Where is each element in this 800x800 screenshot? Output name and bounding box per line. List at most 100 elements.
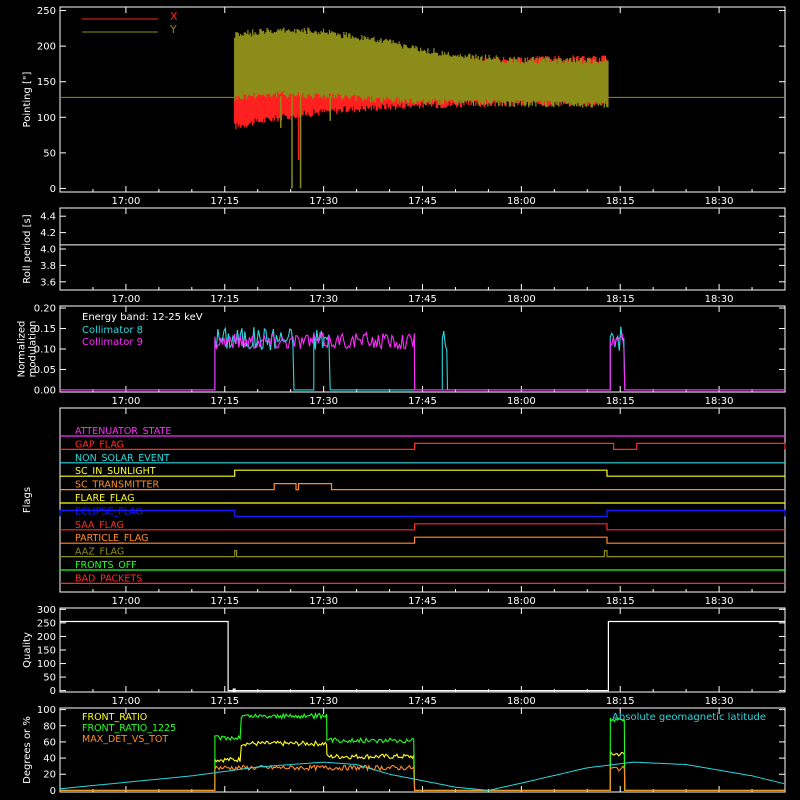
x-tick-label: 18:15 <box>606 294 635 305</box>
flag-trace-sc-transmitter <box>60 483 785 491</box>
flag-label-flare-flag: FLARE_FLAG <box>75 493 135 504</box>
y-tick-label: 0.20 <box>34 304 56 315</box>
modulation-series-0 <box>60 326 785 391</box>
x-tick-label: 18:00 <box>507 596 536 607</box>
x-tick-label: 17:30 <box>309 596 338 607</box>
flag-trace-sc-in-sunlight <box>60 469 785 477</box>
x-tick-label: 18:30 <box>705 696 734 707</box>
x-tick-label: 18:00 <box>507 396 536 407</box>
x-tick-label: 17:45 <box>408 696 437 707</box>
y-axis-label: Normalized <box>17 321 28 378</box>
x-tick-label: 17:15 <box>210 294 239 305</box>
flag-label-bad-packets: BAD_PACKETS <box>75 573 142 584</box>
x-tick-label: 17:30 <box>309 196 338 207</box>
flag-trace-eclipse-flag <box>59 509 786 517</box>
modulation-series-1 <box>60 331 785 391</box>
y-tick-label: 100 <box>37 659 56 670</box>
x-tick-label: 17:15 <box>210 196 239 207</box>
y-axis-label: Quality <box>22 632 33 668</box>
quality-line <box>60 620 785 692</box>
modulation-legend-label: Collimator 8 <box>82 325 143 336</box>
x-tick-label: 17:00 <box>111 196 140 207</box>
y-tick-label: 150 <box>37 646 56 657</box>
x-tick-label: 17:45 <box>408 596 437 607</box>
flag-label-attenuator-state: ATTENUATOR_STATE <box>75 426 171 437</box>
y-tick-label: 0.00 <box>34 385 56 396</box>
flag-label-saa-flag: SAA_FLAG <box>75 520 124 531</box>
flag-label-sc-transmitter: SC_TRANSMITTER <box>75 480 160 491</box>
y-tick-label: 0.15 <box>34 324 56 335</box>
y-tick-label: 200 <box>37 42 56 53</box>
y-tick-label: 250 <box>37 6 56 17</box>
x-tick-label: 18:30 <box>705 396 734 407</box>
flag-trace-particle-flag <box>60 536 785 544</box>
x-tick-label: 17:45 <box>408 294 437 305</box>
x-tick-label: 17:45 <box>408 196 437 207</box>
y-axis-label: Roll period [s] <box>22 214 33 283</box>
y-tick-label: 50 <box>43 148 56 159</box>
x-tick-label: 17:00 <box>111 696 140 707</box>
x-tick-label: 18:00 <box>507 294 536 305</box>
y-tick-label: 4.4 <box>40 212 56 223</box>
x-tick-label: 18:00 <box>507 196 536 207</box>
ratios-panel: 0 20 40 60 80 100 Degrees or % FRONT_RATIOFRONT… <box>22 705 786 797</box>
x-tick-label: 18:15 <box>606 396 635 407</box>
flag-trace-saa-flag <box>60 523 785 531</box>
x-tick-label: 17:00 <box>111 294 140 305</box>
flag-label-eclipse-flag: ECLIPSE_FLAG <box>75 506 143 517</box>
flag-label-non-solar-event: NON_SOLAR_EVENT <box>75 453 170 464</box>
y-tick-label: 4.0 <box>40 245 56 256</box>
flags-panel: 17:00 17:15 17:30 17:45 18:00 18:15 18:30 Flags… <box>22 407 786 607</box>
x-tick-label: 18:15 <box>606 596 635 607</box>
pointing-panel: 17:00 17:15 17:30 17:45 18:00 18:15 18:30 0 50 10… <box>22 6 786 207</box>
legend-label-y: Y <box>169 23 177 36</box>
x-tick-label: 17:00 <box>111 596 140 607</box>
legend-label-x: X <box>170 10 178 23</box>
flag-trace-gap-flag <box>60 442 786 450</box>
y-tick-label: 150 <box>37 77 56 88</box>
y-tick-label: 4.2 <box>40 228 56 239</box>
x-tick-label: 17:30 <box>309 396 338 407</box>
ratios-legend-label: FRONT_RATIO_1225 <box>82 723 176 734</box>
y-tick-label: 100 <box>37 113 56 124</box>
y-tick-label: 0 <box>50 686 56 697</box>
y-axis-label: Degrees or % <box>22 716 33 784</box>
geomagnetic-latitude-line <box>59 761 785 791</box>
y-axis-label: modulation <box>28 321 39 378</box>
y-tick-label: 20 <box>43 770 56 781</box>
x-tick-label: 18:30 <box>705 294 734 305</box>
x-tick-label: 18:30 <box>705 596 734 607</box>
y-axis-label: Pointing ["] <box>22 71 33 127</box>
flag-label-sc-in-sunlight: SC_IN_SUNLIGHT <box>75 466 156 477</box>
ratio-series-1 <box>60 711 785 791</box>
x-tick-label: 18:00 <box>507 696 536 707</box>
x-tick-label: 17:30 <box>309 696 338 707</box>
y-axis-label: Flags <box>22 487 33 513</box>
y-tick-label: 0.10 <box>34 345 56 356</box>
y-tick-label: 40 <box>43 754 56 765</box>
flag-label-particle-flag: PARTICLE_FLAG <box>75 533 148 544</box>
quality-panel: 17:00 17:15 17:30 17:45 18:00 18:15 18:30 0 50 10… <box>22 605 786 707</box>
geomagnetic-label: Absolute geomagnetic latitude <box>612 712 766 723</box>
flag-label-fronts-off: FRONTS_OFF <box>75 560 137 571</box>
y-tick-label: 50 <box>43 673 56 684</box>
ratios-legend-label: MAX_DET_VS_TOT <box>82 734 168 745</box>
flag-label-aaz-flag: AAZ_FLAG <box>75 547 124 558</box>
y-tick-label: 60 <box>43 737 56 748</box>
ratio-series-2 <box>60 764 785 791</box>
x-tick-label: 17:15 <box>210 596 239 607</box>
y-tick-label: 0.05 <box>34 365 56 376</box>
y-tick-label: 80 <box>43 721 56 732</box>
energy-band-label: Energy band: 12-25 keV <box>82 312 203 323</box>
x-tick-label: 17:45 <box>408 396 437 407</box>
x-tick-label: 18:15 <box>606 696 635 707</box>
y-tick-label: 250 <box>37 618 56 629</box>
quality-panel-frame <box>59 607 786 693</box>
x-tick-label: 17:00 <box>111 396 140 407</box>
ratio-series-0 <box>60 739 785 791</box>
y-tick-label: 3.6 <box>40 277 56 288</box>
roll-period-panel: 17:00 17:15 17:30 17:45 18:00 18:15 18:30 3.6 3.… <box>22 207 786 305</box>
ratios-legend-label: FRONT_RATIO <box>82 712 147 723</box>
x-tick-label: 18:30 <box>705 196 734 207</box>
roll-period-panel-frame <box>59 207 786 291</box>
